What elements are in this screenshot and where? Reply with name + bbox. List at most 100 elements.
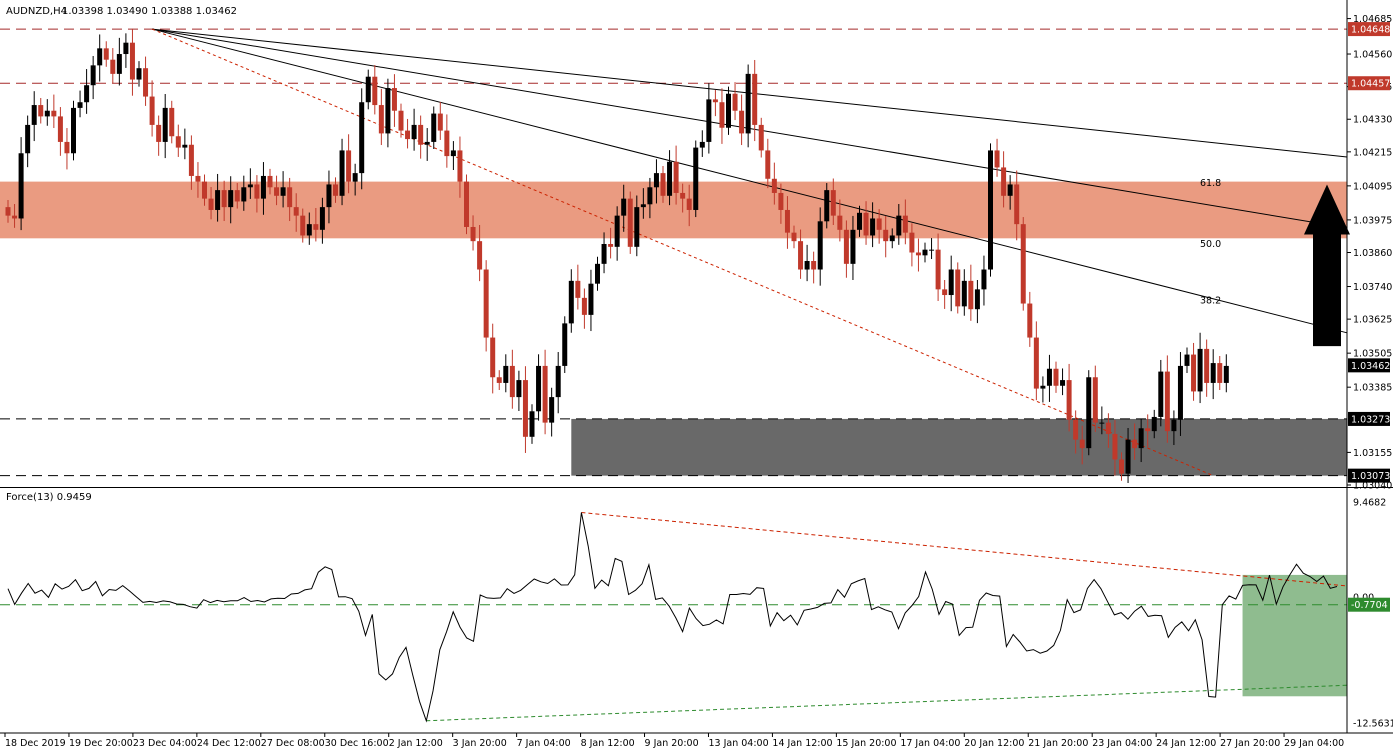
candle [614, 215, 620, 247]
candle [64, 141, 70, 154]
candle [339, 150, 345, 196]
candle [38, 105, 44, 117]
candle [837, 215, 843, 230]
candle [1046, 368, 1052, 386]
force-indicator-pane: 9.46820.00-12.5631-0.7704 [0, 498, 1393, 730]
candle [97, 48, 103, 66]
candle [405, 130, 411, 140]
candle [791, 232, 797, 242]
candle [57, 116, 63, 142]
price-tick-label: 1.04560 [1353, 50, 1392, 61]
candle [745, 73, 751, 134]
candle [1040, 385, 1046, 389]
candle [1073, 419, 1079, 440]
candle [1145, 428, 1151, 432]
candle [915, 252, 921, 256]
candle [536, 365, 542, 412]
horizontal-levels [0, 28, 1347, 477]
candle [804, 261, 810, 270]
candle [25, 124, 31, 154]
candle [411, 124, 417, 140]
zones [0, 181, 1347, 476]
candle [1138, 428, 1144, 449]
time-tick-label: 29 Jan 04:00 [1284, 738, 1344, 749]
candle [843, 229, 849, 264]
fib-label-61-8: 61.8 [1200, 178, 1221, 189]
candle [811, 261, 817, 270]
bullish-zone-box [1242, 574, 1347, 697]
candle [588, 283, 594, 315]
candle [156, 124, 162, 142]
fan-line [151, 28, 1348, 334]
candle [450, 150, 456, 157]
candle [667, 161, 673, 196]
candle [418, 124, 424, 145]
candle [1086, 377, 1092, 449]
candle [280, 187, 286, 196]
candle [758, 124, 764, 151]
candle [182, 144, 188, 148]
candle [352, 173, 358, 182]
indicator-title: Force(13) 0.9459 [6, 492, 92, 503]
candle [542, 365, 548, 423]
candle [287, 187, 293, 208]
candle [693, 147, 699, 210]
candle [653, 173, 659, 188]
candle [575, 280, 581, 298]
candle [549, 397, 555, 423]
candle [876, 218, 882, 230]
candle [686, 198, 692, 210]
candle [228, 190, 234, 208]
time-tick-label: 24 Dec 12:00 [197, 738, 261, 749]
candle [581, 297, 587, 315]
candle [830, 190, 836, 216]
symbol-header: AUDNZD,H4 [6, 6, 67, 17]
candle [929, 249, 935, 251]
candle [31, 105, 37, 125]
candle [1210, 363, 1216, 383]
level-tag [1348, 76, 1390, 91]
price-tick-label: 1.03975 [1353, 215, 1392, 226]
candle [84, 85, 90, 103]
candle [1053, 368, 1059, 386]
candle [254, 184, 260, 199]
candle [948, 269, 954, 296]
candle [293, 207, 299, 216]
candle [103, 48, 109, 60]
candle [824, 190, 830, 222]
candle [889, 235, 895, 242]
level-tag-label: 1.03273 [1351, 414, 1390, 425]
level-tag [1348, 22, 1390, 37]
current-price-label: 1.03462 [1351, 361, 1390, 372]
candle [110, 59, 116, 74]
time-tick-label: 2 Jan 12:00 [389, 738, 443, 749]
time-tick-label: 8 Jan 12:00 [581, 738, 635, 749]
candle [896, 215, 902, 236]
time-tick-label: 13 Jan 04:00 [708, 738, 768, 749]
candle [974, 289, 980, 310]
time-tick-label: 9 Jan 20:00 [645, 738, 699, 749]
candle [922, 249, 928, 256]
candle [1027, 303, 1033, 338]
candle [188, 144, 194, 176]
candle [313, 224, 319, 230]
level-tag-label: 1.03073 [1351, 471, 1390, 482]
candle [771, 178, 777, 193]
candle [457, 150, 463, 182]
level-tag-label: 1.04457 [1351, 79, 1390, 90]
candle [234, 190, 240, 202]
price-axis: 1.046851.045601.044451.043301.042151.040… [1347, 14, 1392, 492]
fib-label-38-2: 38.2 [1200, 296, 1221, 307]
candle [1092, 377, 1098, 423]
candle [437, 113, 443, 131]
time-tick-label: 14 Jan 12:00 [772, 738, 832, 749]
candle [961, 280, 967, 307]
candle [647, 187, 653, 205]
candle [752, 73, 758, 125]
price-tick-label: 1.03155 [1353, 448, 1392, 459]
candle [346, 150, 352, 182]
force-resistance-line [581, 512, 1348, 587]
candle [175, 136, 181, 148]
